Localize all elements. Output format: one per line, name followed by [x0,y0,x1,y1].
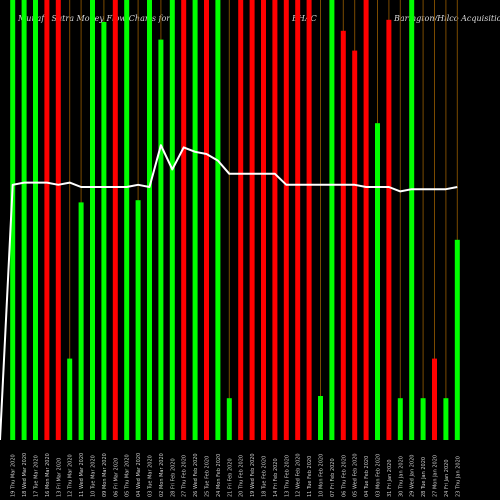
x-tick-label: 04 Tue Feb 2020 [364,456,370,497]
bar-green [375,123,380,440]
bar-green [397,398,403,440]
bar-green [135,200,141,440]
x-tick-label: 19 Thu Mar 2020 [11,454,17,497]
x-tick-label: 12 Thu Mar 2020 [68,454,74,497]
x-tick-label: 24 Fri Jan 2020 [444,459,450,497]
bar-green [33,0,38,440]
x-tick-label: 26 Wed Feb 2020 [193,453,199,497]
bar-red [112,0,118,440]
x-tick-label: 05 Thu Mar 2020 [125,454,131,497]
bar-red [352,50,358,440]
bar-green [454,239,460,440]
bar-green [158,39,164,440]
bar-red [204,0,209,440]
x-tick-label: 16 Mon Mar 2020 [45,453,51,497]
x-tick-label: 21 Fri Feb 2020 [227,458,233,497]
bar-green [420,398,426,440]
bar-red [386,19,392,441]
bar-green [67,358,73,440]
bar-red [44,0,50,440]
bar-red [55,0,61,440]
x-tick-label: 23 Thu Jan 2020 [455,456,461,497]
bar-green [101,22,107,440]
x-tick-label: 13 Fri Mar 2020 [56,458,62,497]
x-tick-label: 10 Tue Mar 2020 [91,455,97,497]
chart-title-company: Barington/Hilco Acquisition [394,14,500,23]
x-tick-label: 02 Mon Mar 2020 [159,453,165,497]
bar-red [283,0,289,440]
bar-red [249,0,255,440]
x-tick-label: 07 Fri Feb 2020 [330,458,336,497]
bar-red [295,0,301,440]
bar-green [443,398,449,440]
x-tick-label: 11 Wed Mar 2020 [79,453,85,497]
bar-red [306,0,312,440]
x-tick-label: 20 Thu Feb 2020 [239,455,245,497]
bar-green [124,0,130,440]
bar-green [169,0,175,440]
x-tick-label: 10 Mon Feb 2020 [319,454,325,497]
bar-green [90,0,95,440]
x-tick-label: 13 Thu Feb 2020 [284,455,290,497]
x-tick-label: 06 Thu Feb 2020 [341,455,347,497]
bar-green [318,396,323,440]
bar-red [363,0,369,440]
x-tick-label: 25 Tue Feb 2020 [205,456,211,497]
x-tick-label: 31 Fri Jan 2020 [387,459,393,497]
bar-red [272,0,278,440]
x-tick-label: 28 Fri Feb 2020 [170,458,176,497]
x-tick-label: 14 Fri Feb 2020 [273,458,279,497]
x-tick-label: 28 Tue Jan 2020 [421,457,427,497]
x-tick-label: 09 Mon Mar 2020 [102,453,108,497]
bar-green [21,0,27,440]
x-tick-label: 03 Mon Feb 2020 [376,454,382,497]
bar-green [215,0,221,440]
bar-green [78,202,84,440]
x-tick-label: 27 Thu Feb 2020 [182,455,188,497]
price-line [0,144,458,441]
bar-red [181,0,187,440]
bar-green [226,398,232,440]
x-tick-label: 11 Tue Feb 2020 [307,456,313,497]
bar-red [261,0,266,440]
x-tick-label: 27 Mon Jan 2020 [433,455,439,497]
x-tick-label: 19 Wed Feb 2020 [250,453,256,497]
x-tick-label: 29 Wed Jan 2020 [410,455,416,497]
x-tick-label: 04 Wed Mar 2020 [136,453,142,497]
bar-red [432,358,437,440]
bar-green [147,0,152,440]
bar-green [409,0,415,440]
x-tick-label: 03 Tue Mar 2020 [148,455,154,497]
bar-green [329,0,335,440]
x-tick-label: 24 Mon Feb 2020 [216,454,222,497]
x-tick-label: 06 Fri Mar 2020 [113,458,119,497]
x-tick-label: 18 Tue Feb 2020 [262,456,268,497]
bar-red [238,0,244,440]
x-tick-label: 30 Thu Jan 2020 [398,456,404,497]
x-tick-label: 18 Wed Mar 2020 [22,453,28,497]
x-tick-label: 12 Wed Feb 2020 [296,453,302,497]
x-tick-label: 05 Wed Feb 2020 [353,453,359,497]
chart-title-symbol: BHAC [292,14,317,23]
bar-red [340,30,346,441]
bar-green [10,0,16,440]
bar-green [192,0,198,440]
x-tick-label: 17 Tue Mar 2020 [34,455,40,497]
